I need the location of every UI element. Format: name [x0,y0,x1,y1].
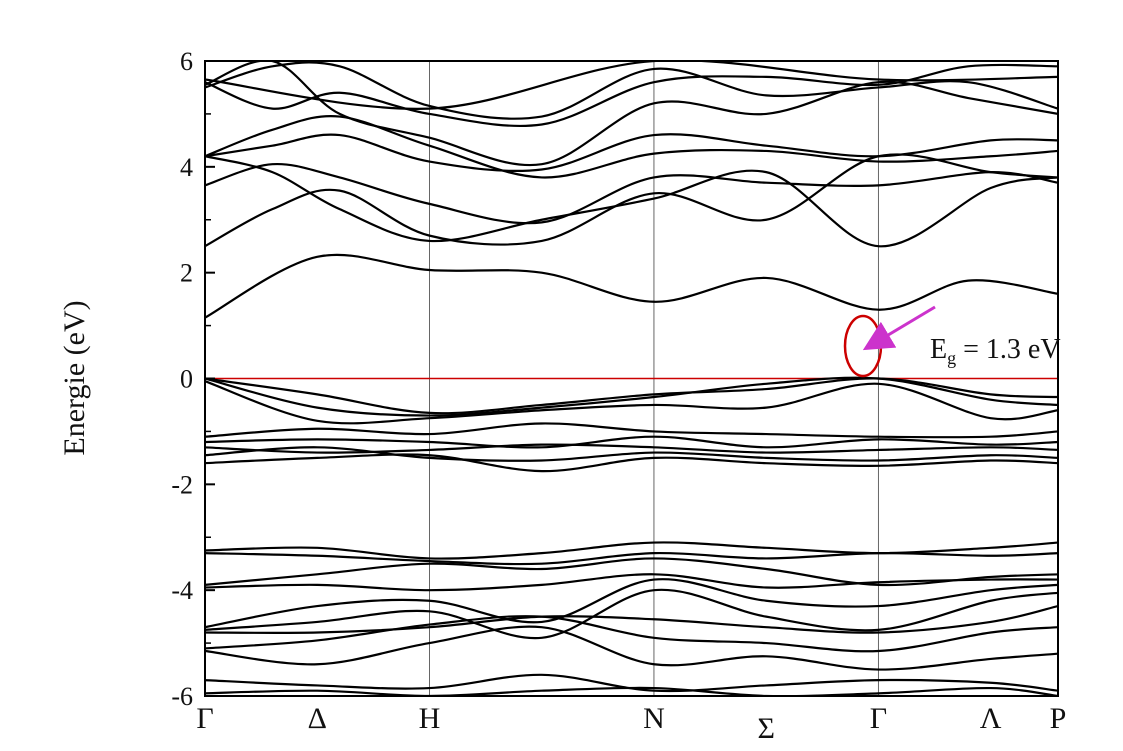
band-13 [205,422,1058,439]
band-lines [205,61,1058,696]
y-tick-label: -6 [171,682,193,711]
y-axis-ticks: 6 4 2 0 -2 -4 -6 [171,47,215,711]
band-27 [205,673,1058,693]
gap-label: Eg = 1.3 eV [930,334,1061,368]
band-5 [205,115,1058,179]
y-tick-label: 0 [180,365,193,394]
band-1 [205,63,1058,128]
x-label-point: Δ [308,702,327,735]
band-6 [205,162,1058,225]
band-12 [205,380,1058,425]
y-tick-label: 2 [180,259,193,288]
band-10 [205,376,1058,417]
band-gap-annotation: Eg = 1.3 eV [843,305,1061,378]
band-28 [205,686,1058,696]
band-16 [205,446,1058,462]
x-label-point: P [1050,702,1067,735]
band-9 [205,253,1058,319]
band-21 [205,573,1058,592]
y-tick-label: -4 [171,576,193,605]
band-17 [205,453,1058,473]
band-26 [205,625,1058,671]
gap-arrow [862,305,936,351]
band-15 [205,443,1058,454]
x-label-point: Σ [757,712,774,745]
band-19 [205,551,1058,566]
band-7 [205,153,1058,248]
band-3 [205,61,1058,167]
y-tick-label: 4 [180,153,193,182]
band-4 [205,133,1058,172]
x-label-point: Γ [196,702,213,735]
band-0 [205,61,1058,110]
x-label-point: Λ [980,702,1002,735]
band-23 [205,588,1058,640]
y-tick-label: 6 [180,47,193,76]
band-25 [205,615,1058,653]
band-24 [205,604,1058,634]
band-18 [205,541,1058,560]
band-2 [205,61,1058,120]
band-11 [205,377,1058,415]
x-label-point: N [643,702,665,735]
band-22 [205,578,1058,629]
x-label-point: H [419,702,441,735]
gap-circle [843,314,883,378]
band-14 [205,435,1058,449]
y-tick-label: -2 [171,470,193,499]
band-8 [205,155,1058,248]
x-label-point: Γ [870,702,887,735]
y-axis-label: Energie (eV) [58,300,91,455]
